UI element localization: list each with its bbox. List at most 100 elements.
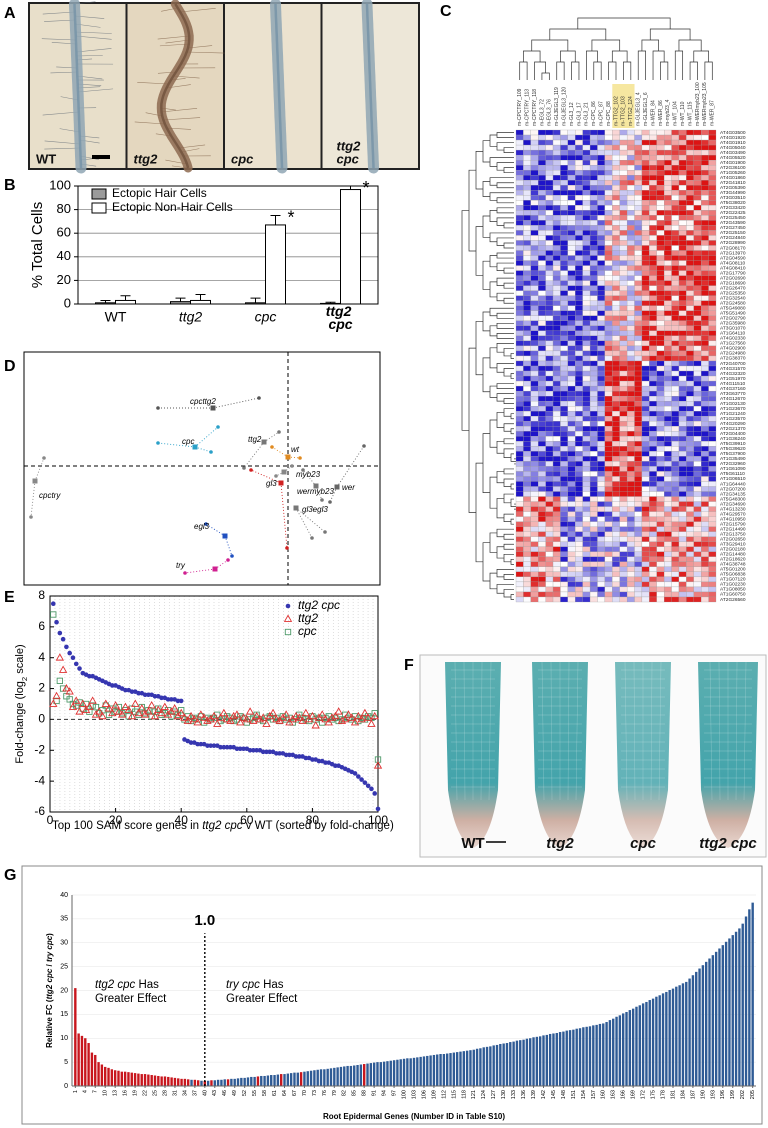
heatmap-cell [701,517,708,522]
heatmap-cell [568,497,575,502]
heatmap-cell [575,567,582,572]
heatmap-cell [531,281,538,286]
heatmap-cell [531,251,538,256]
heatmap-cell [686,240,693,245]
heatmap-cell [605,170,612,175]
heatmap-cell [516,547,523,552]
heatmap-cell [627,235,634,240]
heatmap-cell [694,281,701,286]
bar [267,1075,269,1086]
bar [423,1056,425,1086]
heatmap-cell [635,261,642,266]
heatmap-cell [531,582,538,587]
heatmap-cell [568,261,575,266]
heatmap-cell [597,471,604,476]
heatmap-cell [590,507,597,512]
heatmap-cell [672,190,679,195]
heatmap-cell [627,532,634,537]
heatmap-cell [553,386,560,391]
heatmap-cell [568,185,575,190]
heatmap-cell [516,451,523,456]
heatmap-cell [605,306,612,311]
heatmap-cell [538,180,545,185]
heatmap-cell [649,165,656,170]
heatmap-cell [568,165,575,170]
heatmap-cell [694,240,701,245]
heatmap-cell [627,200,634,205]
heatmap-cell [605,135,612,140]
heatmap-cell [531,245,538,250]
heatmap-cell [686,225,693,230]
heatmap-cell [672,481,679,486]
heatmap-cell [642,175,649,180]
heatmap-cell [597,532,604,537]
heatmap-cell [531,532,538,537]
heatmap-cell [627,155,634,160]
heatmap-cell [620,376,627,381]
heatmap-cell [575,481,582,486]
column-label: m-WERmyb23_100 [695,82,701,126]
heatmap-cell [605,190,612,195]
heatmap-cell [627,190,634,195]
heatmap-cell [523,436,530,441]
bar [127,1072,129,1086]
bar [390,1061,392,1086]
heatmap-cell [523,311,530,316]
heatmap-cell [620,311,627,316]
heatmap-cell [627,396,634,401]
heatmap-cell [642,502,649,507]
heatmap-cell [597,577,604,582]
heatmap-cell [546,391,553,396]
heatmap-cell [620,150,627,155]
heatmap-cell [546,205,553,210]
x-tick-label: 10 [103,1090,109,1096]
heatmap-cell [612,416,619,421]
heatmap-cell [568,155,575,160]
heatmap-cell [597,431,604,436]
heatmap-cell [627,481,634,486]
heatmap-cell [590,165,597,170]
heatmap-cell [597,240,604,245]
heatmap-cell [590,316,597,321]
heatmap-cell [664,150,671,155]
heatmap-cell [635,235,642,240]
heatmap-cell [583,281,590,286]
bar [147,1075,149,1086]
heatmap-cell [642,421,649,426]
heatmap-cell [516,145,523,150]
heatmap-cell [523,291,530,296]
heatmap-cell [597,381,604,386]
heatmap-cell [664,291,671,296]
bar [356,1065,358,1086]
heatmap-cell [538,441,545,446]
heatmap-cell [657,155,664,160]
heatmap-cell [642,537,649,542]
heatmap-cell [694,431,701,436]
heatmap-cell [657,220,664,225]
heatmap-cell [672,301,679,306]
heatmap-cell [575,436,582,441]
heatmap-cell [694,346,701,351]
sample-point [183,571,187,575]
heatmap-cell [694,436,701,441]
heatmap-cell [605,456,612,461]
heatmap-cell [546,381,553,386]
heatmap-cell [635,406,642,411]
bar [303,1072,305,1086]
heatmap-cell [642,411,649,416]
heatmap-cell [679,286,686,291]
heatmap-cell [590,456,597,461]
heatmap-cell [560,562,567,567]
heatmap-cell [583,562,590,567]
heatmap-cell [686,582,693,587]
heatmap-cell [575,512,582,517]
heatmap-cell [709,481,716,486]
heatmap-cell [546,311,553,316]
heatmap-cell [627,240,634,245]
heatmap-cell [649,461,656,466]
bar [313,1070,315,1086]
heatmap-cell [575,456,582,461]
heatmap-cell [590,522,597,527]
heatmap-cell [664,577,671,582]
heatmap-cell [642,200,649,205]
